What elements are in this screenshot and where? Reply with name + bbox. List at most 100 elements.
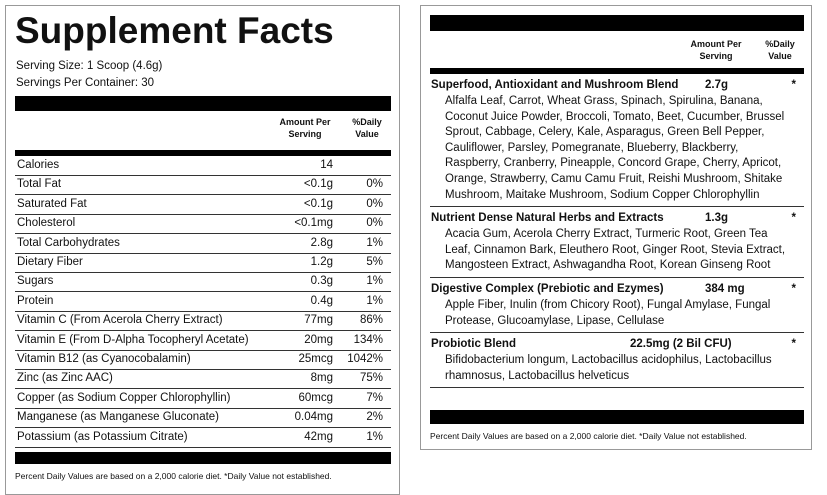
- nutrient-row: Copper (as Sodium Copper Chlorophyllin) 6…: [15, 389, 391, 409]
- nutrient-dv: 1042%: [347, 353, 383, 365]
- nutrient-name: Cholesterol: [17, 217, 76, 230]
- blend-name: Probiotic Blend: [431, 338, 516, 350]
- nutrient-name: Dietary Fiber: [17, 256, 83, 268]
- thick-rule: [430, 68, 804, 74]
- thick-rule: [15, 150, 391, 156]
- nutrient-amount: 25mcg: [298, 353, 333, 365]
- nutrient-row: Manganese (as Manganese Gluconate) 0.04mg…: [15, 408, 391, 429]
- nutrient-amount: 20mg: [304, 333, 333, 346]
- blend-amount: 22.5mg (2 Bil CFU): [630, 338, 732, 350]
- nutrient-amount: 14: [320, 159, 333, 171]
- nutrient-row: Saturated Fat <0.1g 0%: [15, 195, 391, 215]
- nutrient-name: Calories: [17, 159, 60, 171]
- nutrient-amount: 0.4g: [310, 294, 333, 307]
- blend-header: Digestive Complex (Prebiotic and Ezymes)…: [430, 280, 804, 298]
- nutrient-name: Total Carbohydrates: [17, 236, 120, 249]
- blend-name: Superfood, Antioxidant and Mushroom Blen…: [431, 79, 679, 91]
- nutrient-amount: 2.8g: [310, 236, 333, 249]
- black-bar: [430, 410, 804, 424]
- black-bar: [15, 452, 391, 464]
- nutrient-dv: 7%: [366, 391, 383, 404]
- nutrient-row: Vitamin C (From Acerola Cherry Extract) 7…: [15, 311, 391, 332]
- blend-ingredients: Alfalfa Leaf, Carrot, Wheat Grass, Spina…: [445, 95, 785, 201]
- nutrient-amount: 1.2g: [310, 256, 333, 268]
- nutrient-row: Zinc (as Zinc AAC) 8mg 75%: [15, 369, 391, 390]
- nutrient-row: Cholesterol <0.1mg 0%: [15, 214, 391, 235]
- nutrient-amount: 8mg: [310, 372, 333, 385]
- nutrient-dv: 134%: [353, 333, 383, 346]
- nutrient-amount: 77mg: [304, 314, 333, 327]
- nutrient-name: Vitamin C (From Acerola Cherry Extract): [17, 314, 223, 327]
- black-bar: [15, 96, 391, 111]
- black-bar: [430, 15, 804, 31]
- blend-amount: 2.7g: [705, 79, 729, 91]
- blend-amount: 384 mg: [705, 283, 745, 295]
- nutrient-dv: 1%: [366, 236, 383, 249]
- nutrient-name: Vitamin E (From D-Alpha Tocopheryl Aceta…: [17, 333, 249, 346]
- servings-per-container: Servings Per Container: 30: [16, 77, 155, 89]
- nutrient-dv: 1%: [366, 430, 383, 443]
- blend: Nutrient Dense Natural Herbs and Extract…: [430, 209, 804, 278]
- nutrient-dv: 0%: [366, 178, 383, 191]
- blend: Probiotic Blend 22.5mg (2 Bil CFU) * Bifido…: [430, 335, 804, 389]
- footnote: Percent Daily Values are based on a 2,00…: [430, 431, 747, 441]
- serving-size: Serving Size: 1 Scoop (4.6g): [16, 60, 163, 72]
- nutrient-name: Vitamin B12 (as Cyanocobalamin): [17, 353, 191, 365]
- nutrient-name: Zinc (as Zinc AAC): [17, 372, 113, 385]
- left-panel: Supplement Facts Serving Size: 1 Scoop (…: [5, 5, 400, 495]
- nutrient-row: Protein 0.4g 1%: [15, 292, 391, 312]
- title: Supplement Facts: [15, 10, 334, 51]
- nutrient-dv: 5%: [366, 256, 383, 268]
- blend-ingredients: Apple Fiber, Inulin (from Chicory Root),…: [445, 299, 771, 327]
- blend: Digestive Complex (Prebiotic and Ezymes)…: [430, 280, 804, 334]
- nutrient-amount: 60mcg: [298, 391, 333, 404]
- nutrient-row: Total Carbohydrates 2.8g 1%: [15, 234, 391, 254]
- nutrient-amount: 0.04mg: [294, 411, 333, 424]
- nutrient-name: Saturated Fat: [17, 197, 87, 210]
- blend-name: Digestive Complex (Prebiotic and Ezymes): [431, 283, 664, 295]
- nutrient-row: Vitamin B12 (as Cyanocobalamin) 25mcg 1042…: [15, 350, 391, 370]
- daily-header: %Daily Value: [765, 39, 795, 61]
- blend-dv: *: [791, 212, 796, 224]
- blend-ingredients: Bifidobacterium longum, Lactobacillus ac…: [445, 354, 772, 382]
- nutrient-amount: <0.1g: [303, 178, 333, 191]
- nutrient-dv: 1%: [366, 275, 383, 288]
- blend-name: Nutrient Dense Natural Herbs and Extract…: [431, 212, 664, 224]
- nutrient-name: Sugars: [17, 275, 54, 288]
- amount-header: Amount Per Serving: [690, 39, 742, 61]
- nutrient-amount: <0.1g: [303, 197, 333, 210]
- amount-header: Amount Per Serving: [279, 117, 331, 139]
- daily-header: %Daily Value: [352, 117, 382, 139]
- nutrient-row: Calories 14: [15, 156, 391, 176]
- nutrient-amount: 42mg: [304, 430, 333, 443]
- nutrient-dv: 1%: [366, 294, 383, 307]
- nutrient-dv: 75%: [359, 372, 383, 385]
- nutrient-name: Protein: [17, 294, 54, 307]
- blend-ingredients: Acacia Gum, Acerola Cherry Extract, Turm…: [445, 228, 786, 272]
- nutrient-dv: 2%: [366, 411, 383, 424]
- nutrient-row: Vitamin E (From D-Alpha Tocopheryl Aceta…: [15, 331, 391, 351]
- nutrient-name: Manganese (as Manganese Gluconate): [17, 411, 220, 424]
- blend-header: Nutrient Dense Natural Herbs and Extract…: [430, 209, 804, 227]
- footnote: Percent Daily Values are based on a 2,00…: [15, 471, 332, 481]
- nutrient-amount: <0.1mg: [294, 217, 333, 230]
- right-panel: Amount Per Serving %Daily Value Percent …: [420, 5, 812, 450]
- nutrient-name: Total Fat: [17, 178, 62, 191]
- blend-amount: 1.3g: [705, 212, 729, 224]
- nutrient-row: Total Fat <0.1g 0%: [15, 175, 391, 196]
- nutrient-dv: 86%: [359, 314, 383, 327]
- blend-dv: *: [791, 283, 796, 295]
- nutrient-name: Potassium (as Potassium Citrate): [17, 430, 188, 443]
- nutrient-dv: 0%: [366, 197, 383, 210]
- blend: Superfood, Antioxidant and Mushroom Blen…: [430, 76, 804, 208]
- nutrient-name: Copper (as Sodium Copper Chlorophyllin): [17, 391, 231, 404]
- nutrient-row: Sugars 0.3g 1%: [15, 272, 391, 293]
- nutrient-dv: 0%: [366, 217, 383, 230]
- blend-dv: *: [791, 79, 796, 91]
- nutrient-row: Dietary Fiber 1.2g 5%: [15, 253, 391, 273]
- nutrient-row: Potassium (as Potassium Citrate) 42mg 1%: [15, 428, 391, 448]
- blend-header: Superfood, Antioxidant and Mushroom Blen…: [430, 76, 804, 94]
- blend-header: Probiotic Blend 22.5mg (2 Bil CFU) *: [430, 335, 804, 353]
- blend-dv: *: [791, 338, 796, 350]
